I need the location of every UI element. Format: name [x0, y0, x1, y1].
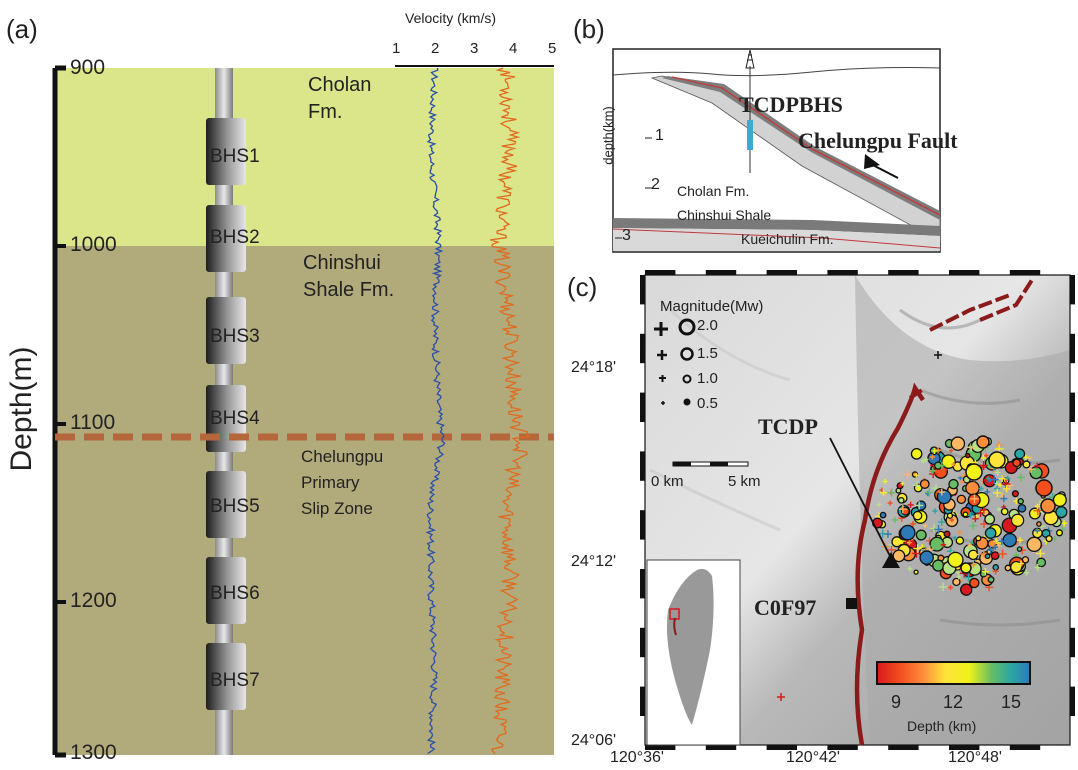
velocity-tick-5: 5 [548, 40, 557, 57]
sensor-block-1 [206, 118, 246, 185]
sensor-bhs5: BHS5 [210, 496, 260, 517]
scale-label-5: 5 km [728, 473, 761, 490]
panel-b-label: (b) [573, 14, 605, 44]
colorbar-title: Depth (km) [907, 718, 977, 734]
vp-velocity-curve [490, 67, 531, 754]
taiwan-island [666, 568, 714, 725]
unit-cholan: Cholan Fm. [677, 183, 750, 199]
sensor-bhs3: BHS3 [210, 326, 260, 347]
panel-b-depth-label: depth(km) [600, 106, 616, 165]
sensor-group [206, 118, 246, 710]
panel-c-map [640, 270, 1075, 750]
panel-b-depth-tick-3: 3 [622, 227, 631, 244]
drill-rig-icon [745, 49, 755, 69]
earthquake-events [777, 351, 1068, 701]
tcdp-label: TCDP [758, 414, 818, 439]
scale-label-0: 0 km [651, 473, 684, 490]
cholan-layer [55, 68, 554, 246]
slip-zone-line1: Chelungpu [301, 447, 384, 466]
panel-a-label: (a) [6, 14, 38, 44]
sensor-bhs6: BHS6 [210, 583, 260, 604]
sensor-block-2 [206, 205, 246, 272]
formation-chinshui-line1: Chinshui [303, 252, 381, 274]
fault-label: Chelungpu Fault [798, 128, 958, 153]
panel-c-label: (c) [567, 272, 598, 302]
colorbar-tick-15: 15 [1001, 692, 1022, 712]
velocity-axis-title: Velocity (km/s) [405, 10, 497, 26]
slip-zone-line2: Primary [301, 473, 360, 492]
depth-colorbar [876, 661, 1031, 685]
lon-tick-120-48: 120°48' [948, 749, 1002, 766]
tcdp-pointer-line [829, 437, 892, 559]
vs-velocity-curve [425, 67, 446, 755]
slip-zone-line3: Slip Zone [301, 499, 373, 518]
borehole-label: TCDPBHS [739, 92, 843, 117]
velocity-tick-4: 4 [509, 40, 518, 57]
scale-bar [672, 461, 749, 467]
c0f97-station-marker [846, 598, 857, 609]
formation-cholan-line2: Fm. [308, 101, 343, 123]
tcdp-station-marker [882, 552, 900, 568]
colorbar-tick-12: 12 [943, 692, 964, 712]
unit-chinshui: Chinshui Shale [677, 207, 772, 223]
magnitude-0-5: 0.5 [697, 395, 718, 412]
colorbar-tick-9: 9 [891, 692, 902, 712]
formation-chinshui-line2: Shale Fm. [303, 279, 395, 301]
lon-tick-120-36: 120°36' [610, 749, 664, 766]
panel-b-cross-section [612, 48, 941, 253]
sensor-bhs4: BHS4 [210, 408, 260, 429]
depth-tick-1200: 1200 [70, 589, 117, 612]
sensor-bhs2: BHS2 [210, 227, 260, 248]
depth-tick-1100: 1100 [70, 411, 116, 434]
panel-b-depth-tick-1: 1 [655, 127, 664, 144]
depth-axis-title: Depth(m) [5, 346, 38, 472]
velocity-tick-2: 2 [431, 40, 440, 57]
c0f97-label: C0F97 [754, 595, 817, 620]
sensor-block-3 [206, 297, 246, 364]
map-frame [640, 270, 1075, 750]
sensor-block-6 [206, 557, 246, 624]
unit-kueichulin: Kueichulin Fm. [741, 231, 834, 247]
lat-tick-24-18: 24°18' [571, 359, 617, 376]
depth-tick-900: 900 [70, 56, 106, 79]
magnitude-1-5: 1.5 [697, 345, 718, 362]
magnitude-1-0: 1.0 [697, 370, 718, 387]
sensor-bhs1: BHS1 [210, 146, 260, 167]
chelungpu-fault-trace [854, 382, 925, 746]
borehole-sensor-zone [747, 120, 753, 150]
chinshui-layer [55, 246, 554, 755]
panel-b-depth-tick-2: 2 [651, 176, 660, 193]
lat-tick-24-06: 24°06' [571, 732, 617, 749]
sensor-bhs7: BHS7 [210, 670, 260, 691]
magnitude-2-0: 2.0 [697, 317, 718, 334]
lon-tick-120-42: 120°42' [786, 749, 840, 766]
depth-tick-1000: 1000 [70, 233, 117, 256]
lat-tick-24-12: 24°12' [571, 553, 617, 570]
velocity-tick-1: 1 [392, 40, 401, 57]
formation-cholan-line1: Cholan [308, 74, 372, 96]
velocity-tick-3: 3 [470, 40, 479, 57]
sensor-block-7 [206, 643, 246, 710]
panel-a-figure [52, 65, 554, 758]
magnitude-legend-symbols [654, 318, 696, 406]
sensor-block-5 [206, 471, 246, 538]
depth-tick-1300: 1300 [70, 741, 117, 764]
magnitude-legend-title: Magnitude(Mw) [660, 298, 764, 315]
